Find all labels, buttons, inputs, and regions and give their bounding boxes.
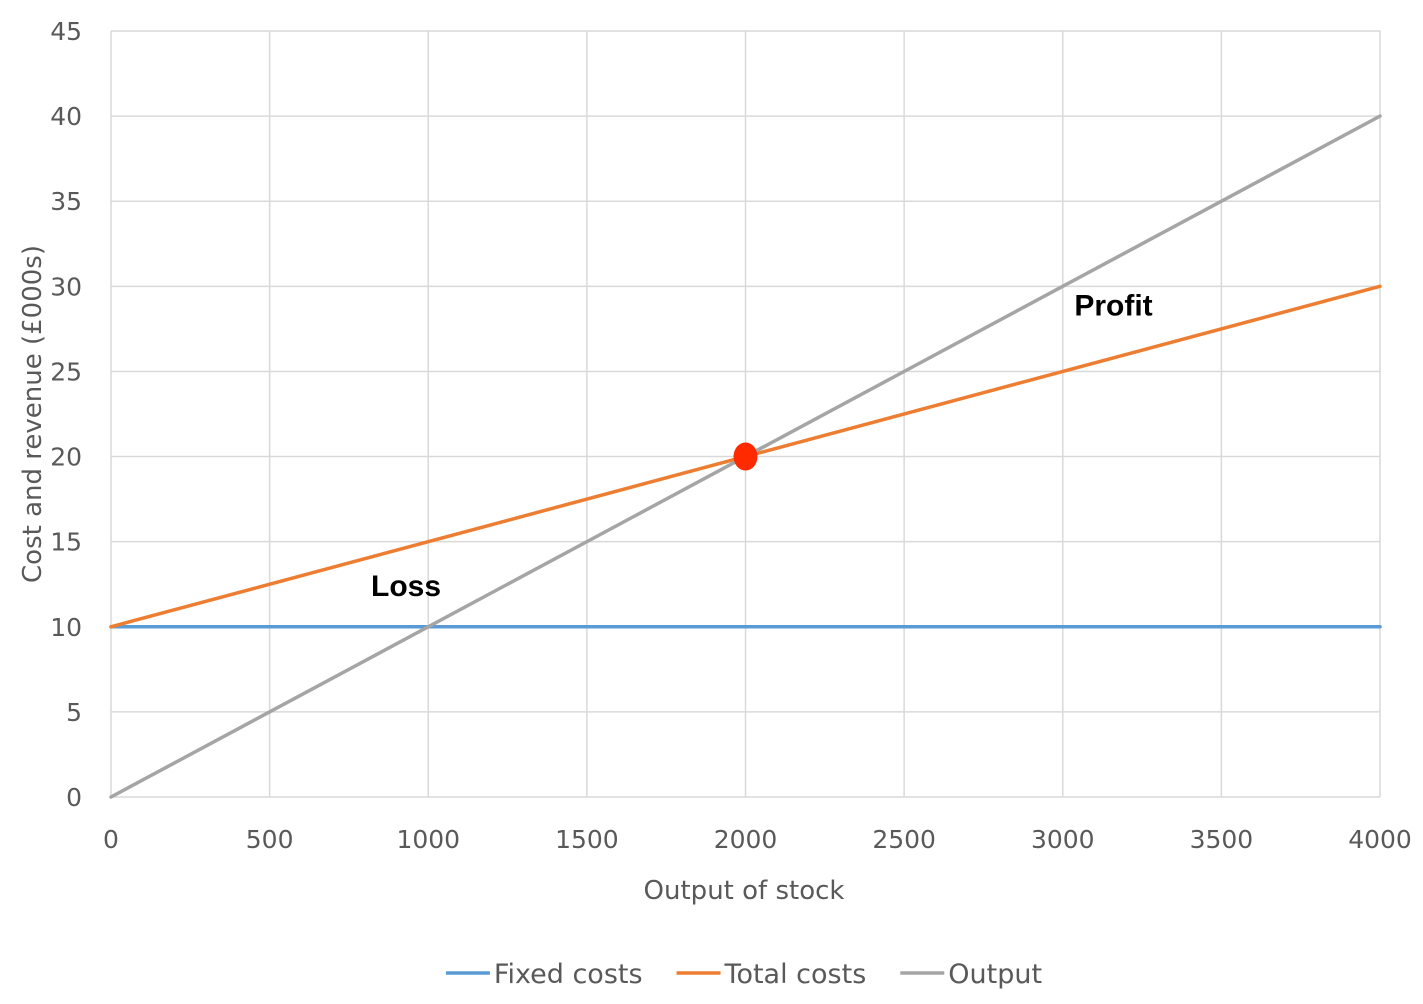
y-tick-label: 0 <box>66 783 82 812</box>
x-tick-label: 2500 <box>872 825 936 854</box>
y-tick-label: 10 <box>50 613 82 642</box>
y-tick-label: 5 <box>66 698 82 727</box>
y-tick-label: 30 <box>50 272 82 301</box>
x-tick-label: 3500 <box>1190 825 1254 854</box>
x-tick-label: 0 <box>103 825 119 854</box>
annotation-profit: Profit <box>1074 289 1152 322</box>
x-axis-title: Output of stock <box>644 876 845 906</box>
legend-label-total-costs: Total costs <box>724 959 867 990</box>
y-axis-ticks: 0 5 10 15 20 25 30 35 40 45 <box>50 17 82 812</box>
legend-label-output: Output <box>948 959 1042 990</box>
x-tick-label: 3000 <box>1031 825 1095 854</box>
x-tick-label: 1500 <box>555 825 619 854</box>
x-tick-label: 1000 <box>396 825 460 854</box>
legend: Fixed costs Total costs Output <box>445 959 1042 990</box>
y-tick-label: 45 <box>50 17 82 46</box>
y-axis-title: Cost and revenue (£000s) <box>18 245 48 583</box>
highlight-layer <box>733 442 758 471</box>
x-tick-label: 500 <box>246 825 294 854</box>
grid <box>110 30 1381 798</box>
y-tick-label: 20 <box>50 443 82 472</box>
x-axis-ticks: 0 500 1000 1500 2000 2500 3000 3500 4000 <box>103 825 1412 854</box>
legend-label-fixed-costs: Fixed costs <box>494 959 643 990</box>
break-even-point <box>733 442 758 471</box>
y-tick-label: 15 <box>50 528 82 557</box>
y-tick-label: 25 <box>50 357 82 386</box>
x-tick-label: 4000 <box>1348 825 1412 854</box>
y-tick-label: 35 <box>50 187 82 216</box>
y-tick-label: 40 <box>50 102 82 131</box>
annotation-loss: Loss <box>371 570 441 603</box>
annotations: Loss Profit <box>371 289 1153 603</box>
x-tick-label: 2000 <box>714 825 778 854</box>
